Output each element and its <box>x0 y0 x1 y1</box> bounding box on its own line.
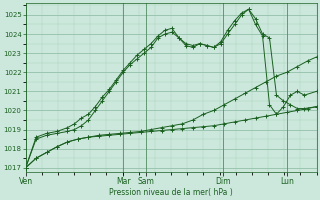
X-axis label: Pression niveau de la mer( hPa ): Pression niveau de la mer( hPa ) <box>109 188 233 197</box>
